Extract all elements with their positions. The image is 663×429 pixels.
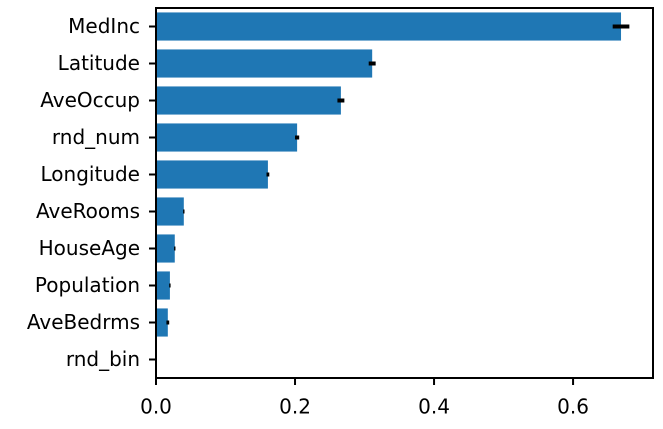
plot-frame: [155, 7, 654, 379]
bar: [156, 123, 298, 152]
y-tick-label: Longitude: [41, 162, 140, 186]
bar: [156, 271, 170, 300]
y-tick-label: rnd_num: [52, 125, 140, 149]
bar: [156, 234, 175, 263]
y-tick-label: AveBedrms: [27, 310, 140, 334]
bar: [156, 12, 622, 41]
y-tick-label: rnd_bin: [66, 347, 140, 371]
bar: [156, 308, 168, 337]
y-tick-label: MedInc: [68, 14, 140, 38]
y-tick-label: HouseAge: [39, 236, 140, 260]
y-tick-label: Latitude: [58, 51, 140, 75]
y-tick-label: AveOccup: [40, 88, 140, 112]
x-tick-label: 0.4: [418, 395, 450, 419]
bar: [156, 160, 268, 189]
y-tick-label: AveRooms: [36, 199, 140, 223]
x-tick-label: 0.0: [140, 395, 172, 419]
x-tick-label: 0.6: [557, 395, 589, 419]
x-tick-label: 0.2: [279, 395, 311, 419]
bar: [156, 197, 184, 226]
y-tick-label: Population: [35, 273, 140, 297]
bar: [156, 86, 341, 115]
bar: [156, 49, 373, 78]
